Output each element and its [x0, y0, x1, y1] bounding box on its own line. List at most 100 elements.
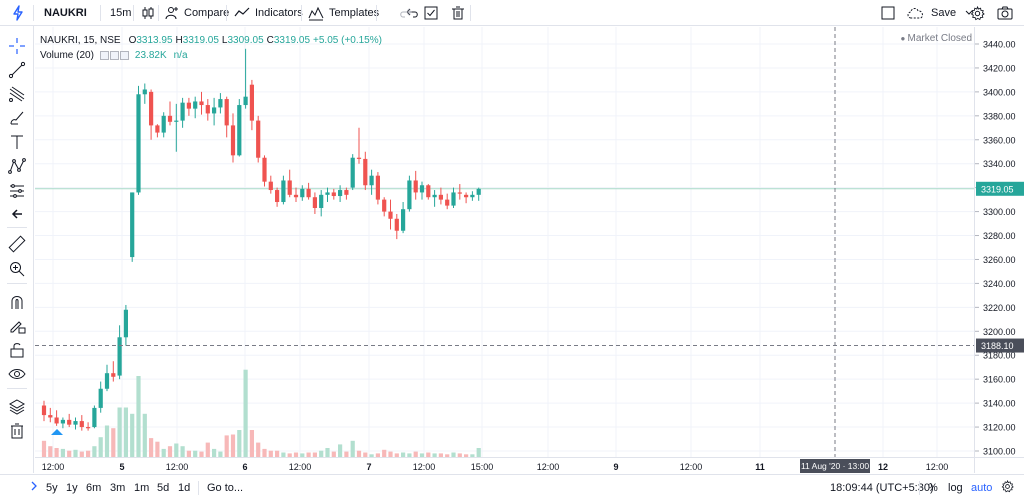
candlestick-chart[interactable]: + — [35, 27, 974, 457]
candle-body — [79, 421, 84, 428]
legend-h-label: H — [175, 35, 183, 46]
goto-date-button[interactable]: Go to... — [207, 475, 243, 499]
log-label: log — [948, 481, 963, 494]
volume-bar — [413, 451, 418, 457]
pattern-tool[interactable] — [0, 156, 34, 178]
text-tool[interactable] — [0, 132, 34, 154]
time-tick-label: 12:00 — [926, 462, 949, 472]
measure-tool[interactable] — [0, 234, 34, 256]
candle-body — [401, 209, 406, 231]
study-settings-button[interactable] — [109, 51, 119, 60]
save-button[interactable]: Save — [907, 0, 973, 26]
object-tree-tool[interactable] — [0, 397, 34, 419]
range-1m[interactable]: 1m — [134, 475, 149, 499]
tradingview-logo-icon[interactable] — [10, 0, 26, 26]
range-5y-label: 5y — [46, 481, 58, 494]
remove-drawings-tool[interactable] — [0, 421, 34, 443]
remove-study-button[interactable] — [119, 51, 129, 60]
layers-icon — [8, 398, 26, 419]
candle-body — [92, 407, 97, 428]
time-tick-label: 12:00 — [166, 462, 189, 472]
redo-arrow[interactable] — [398, 0, 412, 26]
candle-body — [464, 194, 469, 198]
range-1y[interactable]: 1y — [66, 475, 78, 499]
candle-body — [193, 101, 198, 109]
series-legend-row: NAUKRI, 15, NSE O 3313.95 H 3319.05 L 33… — [40, 33, 385, 48]
volume-bar — [363, 452, 368, 457]
candle-body — [111, 373, 116, 377]
auto-scale-button[interactable]: auto — [971, 475, 992, 499]
candle-body — [54, 417, 59, 424]
symbol-search-button[interactable]: NAUKRI — [44, 0, 87, 26]
volume-bar — [382, 449, 387, 457]
candle-body — [268, 181, 273, 191]
range-5y[interactable]: 5y — [46, 475, 58, 499]
time-tick-label: 15:00 — [471, 462, 494, 472]
settings-button[interactable] — [970, 0, 985, 26]
candle-body — [41, 405, 47, 416]
range-5d[interactable]: 5d — [157, 475, 169, 499]
fib-tool[interactable] — [0, 84, 34, 106]
range-6m[interactable]: 6m — [86, 475, 101, 499]
volume-bar — [212, 448, 217, 457]
percent-scale-button[interactable]: % — [928, 475, 938, 499]
magnet-tool[interactable] — [0, 292, 34, 314]
visibility-tool[interactable] — [0, 364, 34, 386]
templates-button[interactable]: Templates — [308, 0, 379, 26]
crosshair-tool[interactable] — [0, 36, 34, 58]
hide-toolbar-button[interactable] — [0, 204, 34, 226]
price-axis[interactable]: 3440.00 3420.00 3400.00 3380.00 3360.00 3340.… — [974, 27, 1024, 457]
screenshot-checkbox-button[interactable] — [424, 0, 438, 26]
prediction-tool[interactable] — [0, 180, 34, 202]
volume-bar — [331, 451, 336, 457]
candle-body — [325, 192, 330, 195]
timezone-button[interactable]: 18:09:44 (UTC+5:30) — [830, 475, 934, 499]
square-icon — [881, 6, 895, 20]
zoom-in-tool[interactable] — [0, 259, 34, 281]
chart-properties-button[interactable] — [1001, 475, 1014, 499]
pattern-icon — [8, 157, 26, 178]
drawing-mode-tool[interactable] — [0, 316, 34, 338]
ruler-icon — [8, 235, 26, 256]
candle-body — [123, 309, 128, 338]
time-axis[interactable]: 12:00 5 12:00 6 12:00 7 12:00 15:00 12:00 9 12:00 1… — [35, 457, 974, 473]
cloud-icon — [907, 6, 925, 20]
volume-bar — [476, 448, 481, 457]
volume-bar — [306, 452, 311, 457]
delete-button[interactable] — [451, 0, 465, 26]
layout-button[interactable] — [881, 0, 895, 26]
volume-bar — [287, 453, 292, 457]
compare-button[interactable]: Compare — [163, 0, 229, 26]
legend-c-label: C — [266, 35, 274, 46]
date-range-menu-button[interactable] — [29, 475, 39, 499]
candle-body — [338, 190, 343, 197]
chart-pane[interactable]: + — [35, 27, 974, 457]
price-tick-label: 3220.00 — [983, 303, 1016, 313]
trash-icon — [451, 6, 465, 20]
volume-bar — [161, 448, 166, 457]
candle-body — [155, 125, 160, 133]
goto-label: Go to... — [207, 481, 244, 494]
range-3m[interactable]: 3m — [110, 475, 125, 499]
templates-label: Templates — [329, 7, 380, 19]
chart-style-button[interactable] — [140, 0, 156, 26]
interval-button[interactable]: 15m — [110, 0, 131, 26]
lock-tool[interactable] — [0, 340, 34, 362]
price-tick-label: 3240.00 — [983, 279, 1016, 289]
hide-study-button[interactable] — [99, 51, 109, 60]
candle-body — [256, 120, 261, 158]
legend-l-label: L — [221, 35, 228, 46]
snapshot-button[interactable] — [997, 0, 1013, 26]
volume-bar — [394, 453, 399, 457]
candle-body — [136, 94, 141, 193]
brush-tool[interactable] — [0, 108, 34, 130]
trendline-tool[interactable] — [0, 60, 34, 82]
log-scale-button[interactable]: log — [948, 475, 963, 499]
checkbox-icon — [424, 6, 438, 20]
range-1d[interactable]: 1d — [178, 475, 190, 499]
text-icon — [8, 133, 26, 154]
top-toolbar: NAUKRI 15m Compare Indicators Templates — [0, 0, 1024, 26]
time-tick-label: 12:00 — [289, 462, 312, 472]
candle-body — [117, 337, 122, 376]
indicators-button[interactable]: Indicators — [234, 0, 303, 26]
